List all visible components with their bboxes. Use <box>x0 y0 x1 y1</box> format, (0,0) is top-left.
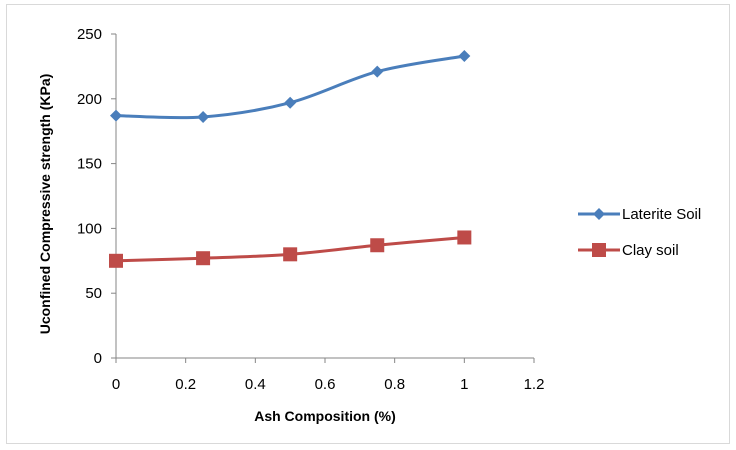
data-point <box>197 110 210 123</box>
x-tick-label: 0.6 <box>315 376 336 393</box>
legend-marker <box>593 208 605 220</box>
x-tick-label: 0.8 <box>384 376 405 393</box>
legend-label: Laterite Soil <box>622 206 701 223</box>
data-point <box>371 65 384 78</box>
legend: Laterite Soil Clay soil <box>578 206 701 259</box>
x-axis-title: Ash Composition (%) <box>254 408 396 424</box>
y-tick-label: 0 <box>94 350 102 367</box>
chart-area <box>6 4 730 444</box>
legend-item: Clay soil <box>578 242 679 259</box>
x-tick-label: 0.4 <box>245 376 266 393</box>
x-axis-ticks: 0 0.2 0.4 0.6 0.8 1 1.2 <box>112 358 545 393</box>
data-point <box>457 230 472 245</box>
legend-item: Laterite Soil <box>578 206 701 223</box>
y-tick-label: 200 <box>77 91 102 108</box>
x-tick-label: 0.2 <box>175 376 196 393</box>
data-point <box>284 96 297 109</box>
series-laterite-soil <box>110 50 471 123</box>
y-tick-label: 250 <box>77 26 102 43</box>
y-tick-label: 150 <box>77 156 102 173</box>
data-point <box>370 238 385 253</box>
data-point <box>110 109 122 122</box>
legend-label: Clay soil <box>622 242 679 259</box>
data-point <box>196 251 211 266</box>
legend-marker <box>592 243 606 257</box>
data-point <box>458 50 471 63</box>
data-point <box>109 253 123 268</box>
y-tick-label: 50 <box>85 285 102 302</box>
x-tick-label: 0 <box>112 376 120 393</box>
plot-series <box>109 50 472 268</box>
y-tick-label: 100 <box>77 220 102 237</box>
y-axis-title: Uconfined Compressive strength (KPa) <box>37 74 53 335</box>
axes <box>115 34 534 359</box>
x-tick-label: 1 <box>460 376 468 393</box>
series-clay-soil <box>109 230 472 268</box>
y-axis-ticks: 0 50 100 150 200 250 <box>77 26 116 367</box>
x-tick-label: 1.2 <box>524 376 545 393</box>
data-point <box>283 247 298 262</box>
